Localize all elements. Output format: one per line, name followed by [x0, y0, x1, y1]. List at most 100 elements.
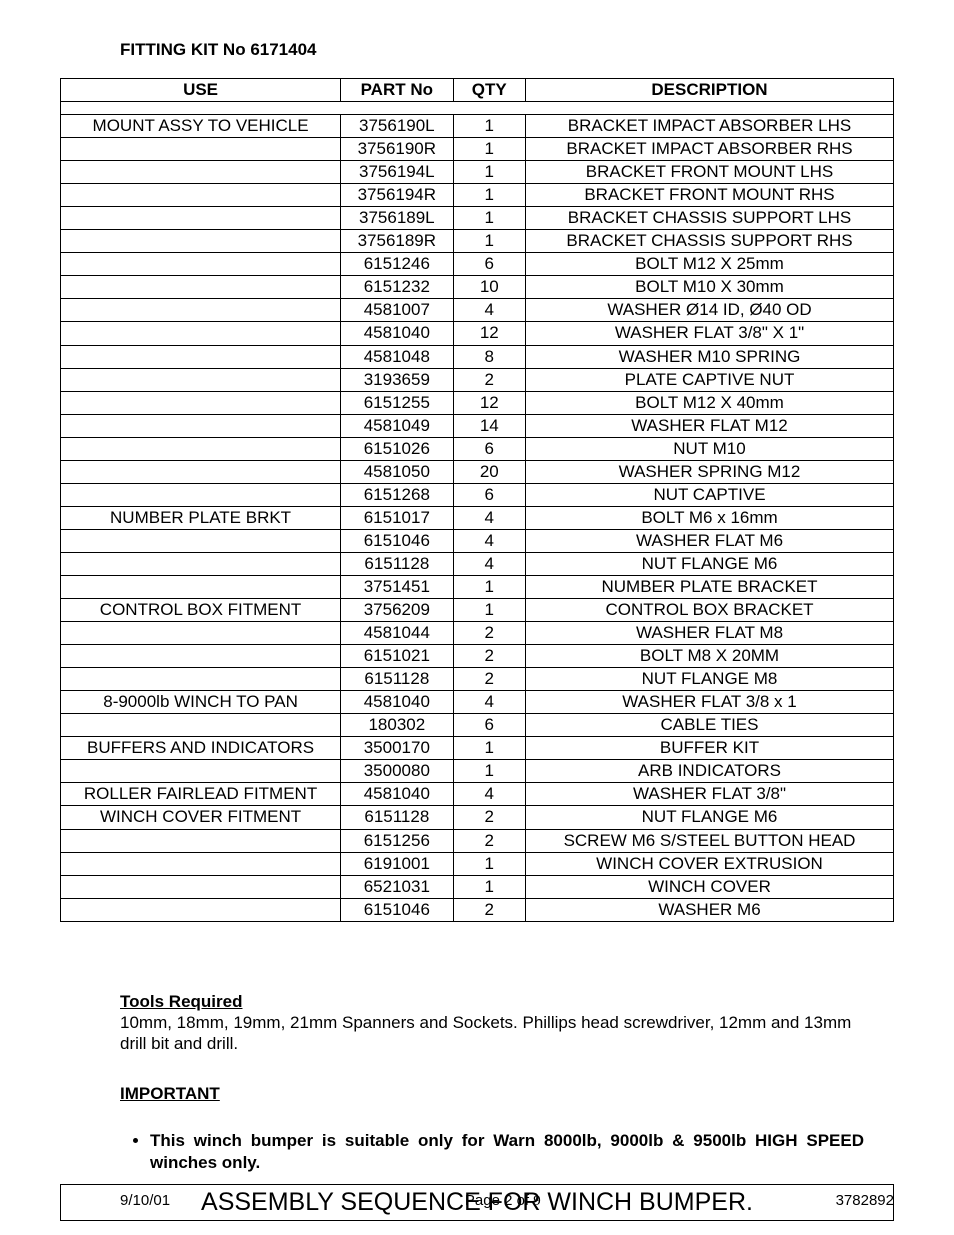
cell-qty: 1 [453, 184, 525, 207]
table-row: 61910011WINCH COVER EXTRUSION [61, 852, 894, 875]
cell-desc: NUT CAPTIVE [526, 483, 894, 506]
cell-qty: 20 [453, 460, 525, 483]
cell-desc: BUFFER KIT [526, 737, 894, 760]
cell-desc: SCREW M6 S/STEEL BUTTON HEAD [526, 829, 894, 852]
cell-part: 6151246 [341, 253, 453, 276]
cell-part: 6151128 [341, 806, 453, 829]
table-row: 3756189L1BRACKET CHASSIS SUPPORT LHS [61, 207, 894, 230]
table-row: 3756194L1BRACKET FRONT MOUNT LHS [61, 161, 894, 184]
header-part: PART No [341, 79, 453, 102]
cell-part: 180302 [341, 714, 453, 737]
table-row: 61510266NUT M10 [61, 437, 894, 460]
cell-use [61, 829, 341, 852]
cell-use [61, 714, 341, 737]
cell-qty: 4 [453, 506, 525, 529]
cell-part: 6191001 [341, 852, 453, 875]
cell-part: 4581048 [341, 345, 453, 368]
cell-part: 6151046 [341, 529, 453, 552]
cell-use [61, 622, 341, 645]
cell-use [61, 668, 341, 691]
cell-qty: 12 [453, 322, 525, 345]
cell-desc: NUT FLANGE M8 [526, 668, 894, 691]
cell-qty: 1 [453, 575, 525, 598]
cell-part: 6151128 [341, 552, 453, 575]
cell-qty: 6 [453, 253, 525, 276]
cell-qty: 6 [453, 714, 525, 737]
cell-use [61, 645, 341, 668]
cell-qty: 1 [453, 760, 525, 783]
cell-use [61, 760, 341, 783]
cell-use [61, 529, 341, 552]
tools-body: 10mm, 18mm, 19mm, 21mm Spanners and Sock… [120, 1012, 854, 1055]
table-row: 458104914WASHER FLAT M12 [61, 414, 894, 437]
cell-qty: 1 [453, 161, 525, 184]
table-row: 3756190R1BRACKET IMPACT ABSORBER RHS [61, 138, 894, 161]
cell-part: 4581050 [341, 460, 453, 483]
cell-desc: BOLT M8 X 20MM [526, 645, 894, 668]
cell-desc: BRACKET CHASSIS SUPPORT LHS [526, 207, 894, 230]
cell-use: WINCH COVER FITMENT [61, 806, 341, 829]
cell-desc: NUMBER PLATE BRACKET [526, 575, 894, 598]
cell-use: MOUNT ASSY TO VEHICLE [61, 115, 341, 138]
table-row: 45810074WASHER Ø14 ID, Ø40 OD [61, 299, 894, 322]
cell-qty: 1 [453, 138, 525, 161]
cell-use [61, 437, 341, 460]
table-row: 45810488WASHER M10 SPRING [61, 345, 894, 368]
cell-desc: WINCH COVER [526, 875, 894, 898]
cell-part: 3756194L [341, 161, 453, 184]
cell-desc: WASHER M6 [526, 898, 894, 921]
cell-qty: 2 [453, 806, 525, 829]
cell-desc: WASHER FLAT M6 [526, 529, 894, 552]
cell-part: 4581040 [341, 783, 453, 806]
table-row: 61512466BOLT M12 X 25mm [61, 253, 894, 276]
cell-qty: 6 [453, 437, 525, 460]
table-row: 61510212BOLT M8 X 20MM [61, 645, 894, 668]
cell-part: 6151268 [341, 483, 453, 506]
cell-desc: BRACKET FRONT MOUNT RHS [526, 184, 894, 207]
header-row: USE PART No QTY DESCRIPTION [61, 79, 894, 102]
cell-qty: 12 [453, 391, 525, 414]
cell-part: 6521031 [341, 875, 453, 898]
cell-qty: 1 [453, 852, 525, 875]
cell-part: 6151256 [341, 829, 453, 852]
cell-part: 6151046 [341, 898, 453, 921]
cell-part: 4581044 [341, 622, 453, 645]
cell-qty: 8 [453, 345, 525, 368]
cell-qty: 4 [453, 691, 525, 714]
cell-part: 3756209 [341, 599, 453, 622]
header-qty: QTY [453, 79, 525, 102]
table-row: MOUNT ASSY TO VEHICLE3756190L1BRACKET IM… [61, 115, 894, 138]
cell-desc: WASHER SPRING M12 [526, 460, 894, 483]
table-row: 458104012WASHER FLAT 3/8" X 1" [61, 322, 894, 345]
cell-desc: BOLT M12 X 40mm [526, 391, 894, 414]
cell-desc: NUT FLANGE M6 [526, 552, 894, 575]
cell-use [61, 368, 341, 391]
cell-qty: 4 [453, 783, 525, 806]
cell-qty: 1 [453, 599, 525, 622]
cell-part: 3751451 [341, 575, 453, 598]
table-row: BUFFERS AND INDICATORS35001701BUFFER KIT [61, 737, 894, 760]
cell-desc: WASHER FLAT 3/8 x 1 [526, 691, 894, 714]
cell-use: NUMBER PLATE BRKT [61, 506, 341, 529]
table-row: 615123210BOLT M10 X 30mm [61, 276, 894, 299]
cell-desc: WASHER FLAT M12 [526, 414, 894, 437]
cell-qty: 6 [453, 483, 525, 506]
cell-qty: 2 [453, 829, 525, 852]
table-row: CONTROL BOX FITMENT37562091CONTROL BOX B… [61, 599, 894, 622]
header-desc: DESCRIPTION [526, 79, 894, 102]
cell-desc: CONTROL BOX BRACKET [526, 599, 894, 622]
cell-part: 4581040 [341, 691, 453, 714]
cell-use [61, 207, 341, 230]
cell-part: 6151017 [341, 506, 453, 529]
important-item: This winch bumper is suitable only for W… [150, 1130, 864, 1174]
cell-qty: 1 [453, 875, 525, 898]
header-use: USE [61, 79, 341, 102]
cell-part: 3500080 [341, 760, 453, 783]
table-row: 1803026CABLE TIES [61, 714, 894, 737]
cell-part: 6151232 [341, 276, 453, 299]
cell-desc: WINCH COVER EXTRUSION [526, 852, 894, 875]
cell-part: 4581049 [341, 414, 453, 437]
cell-use [61, 253, 341, 276]
cell-use [61, 184, 341, 207]
cell-use [61, 414, 341, 437]
